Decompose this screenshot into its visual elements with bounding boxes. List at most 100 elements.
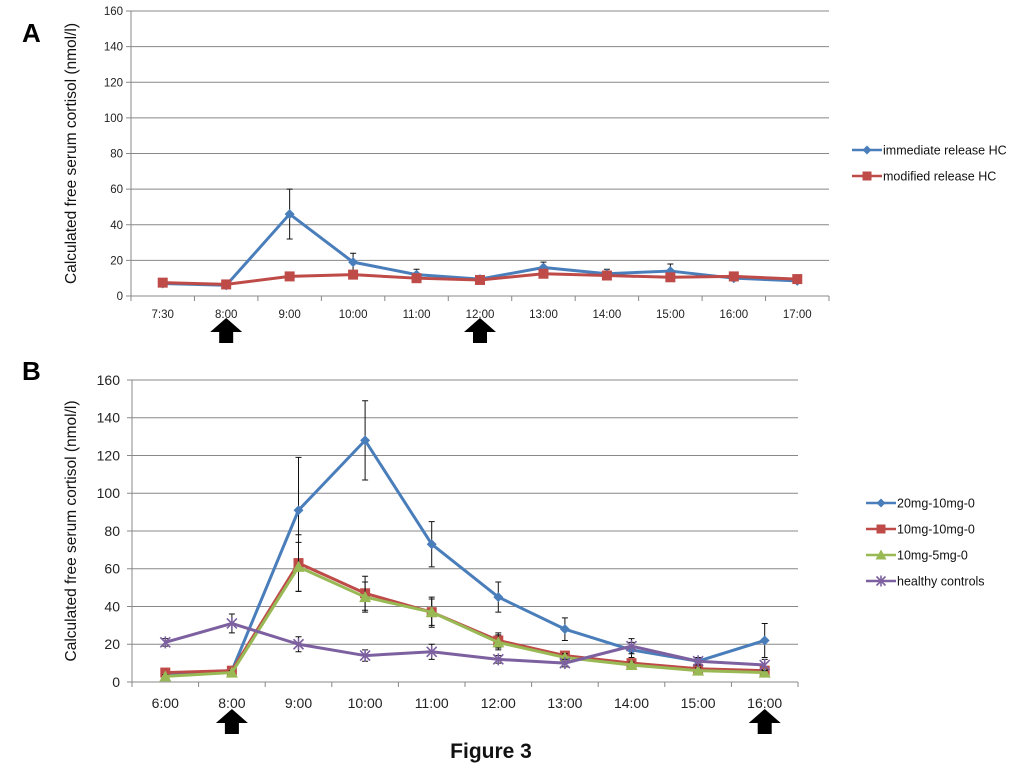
- y-axis-label: Calculated free serum cortisol (nmol/l): [63, 23, 80, 284]
- data-point: [625, 640, 638, 653]
- data-point: [426, 645, 438, 658]
- data-point: [759, 635, 770, 646]
- data-point: [425, 606, 438, 618]
- y-tick-label: 0: [112, 674, 120, 690]
- y-tick-label: 20: [104, 636, 120, 652]
- y-tick-label: 80: [104, 523, 120, 539]
- y-tick-label: 140: [97, 410, 121, 426]
- data-point: [492, 653, 504, 666]
- data-point: [226, 617, 238, 630]
- data-point: [475, 274, 485, 285]
- y-tick-label: 120: [97, 447, 121, 463]
- x-tick-label: 8:00: [215, 309, 237, 321]
- y-tick-label: 0: [117, 291, 123, 303]
- x-tick-label: 13:00: [529, 309, 558, 321]
- dose-arrow-icon: [464, 318, 496, 343]
- panel-letter-b: B: [22, 356, 41, 386]
- data-point: [538, 268, 549, 279]
- series-line: [165, 438, 766, 676]
- y-tick-label: 100: [104, 113, 123, 125]
- series-line: [165, 565, 765, 678]
- data-point: [411, 273, 422, 284]
- data-point: [284, 271, 295, 282]
- data-point: [159, 636, 171, 649]
- legend-label: 10mg-10mg-0: [897, 523, 975, 537]
- data-point: [348, 269, 359, 280]
- data-point: [493, 592, 504, 603]
- data-point: [360, 435, 371, 446]
- y-axis-label: Calculated free serum cortisol (nmol/l): [63, 400, 80, 661]
- data-point: [559, 657, 571, 670]
- series-line: [164, 621, 765, 667]
- data-point: [559, 624, 570, 635]
- legend-label: immediate release HC: [883, 144, 1007, 158]
- x-tick-label: 15:00: [656, 309, 685, 321]
- legend-marker: [862, 145, 872, 155]
- legend-item: healthy controls: [866, 575, 985, 589]
- y-tick-label: 140: [104, 42, 123, 54]
- x-tick-label: 10:00: [339, 309, 368, 321]
- data-point: [665, 272, 676, 283]
- data-point: [348, 257, 359, 268]
- legend-label: 10mg-5mg-0: [897, 549, 968, 563]
- data-point: [292, 560, 305, 572]
- y-tick-label: 60: [104, 561, 120, 577]
- x-tick-label: 10:00: [348, 695, 383, 711]
- data-point: [792, 274, 803, 285]
- x-tick-label: 9:00: [278, 309, 300, 321]
- series-healthy-controls: [159, 613, 771, 672]
- data-point: [225, 666, 238, 678]
- y-tick-label: 40: [104, 598, 120, 614]
- data-point: [157, 277, 168, 288]
- legend-item: modified release HC: [852, 170, 996, 184]
- legend-item: immediate release HC: [852, 144, 1007, 158]
- legend-label: healthy controls: [897, 575, 985, 589]
- x-tick-label: 14:00: [614, 695, 649, 711]
- data-point: [759, 659, 771, 672]
- figure-caption: Figure 3: [450, 740, 532, 763]
- y-tick-label: 120: [104, 77, 123, 89]
- data-point: [601, 270, 612, 281]
- x-tick-label: 11:00: [415, 695, 449, 711]
- y-tick-label: 40: [110, 220, 123, 232]
- x-tick-label: 16:00: [747, 695, 782, 711]
- legend-marker: [862, 171, 872, 181]
- data-point: [159, 670, 172, 682]
- y-tick-label: 20: [110, 255, 123, 267]
- legend-marker: [875, 575, 887, 587]
- x-tick-label: 14:00: [593, 309, 622, 321]
- x-tick-label: 6:00: [152, 695, 179, 711]
- y-tick-label: 160: [97, 372, 121, 388]
- y-tick-label: 160: [104, 6, 123, 18]
- y-tick-label: 100: [97, 485, 121, 501]
- data-point: [692, 664, 705, 676]
- data-point: [758, 666, 771, 678]
- data-point: [284, 209, 295, 220]
- data-point: [728, 271, 739, 282]
- dose-arrow-icon: [210, 318, 243, 343]
- x-tick-label: 9:00: [285, 695, 312, 711]
- x-tick-label: 8:00: [218, 695, 245, 711]
- x-tick-label: 11:00: [403, 309, 431, 321]
- data-point: [692, 655, 704, 668]
- data-point: [426, 539, 437, 550]
- x-tick-label: 15:00: [681, 695, 716, 711]
- data-point: [293, 505, 304, 516]
- x-tick-label: 12:00: [481, 695, 516, 711]
- x-tick-label: 7:30: [152, 309, 174, 321]
- y-tick-label: 60: [110, 184, 123, 196]
- dose-arrow-icon: [748, 709, 781, 734]
- legend-item: 10mg-10mg-0: [866, 523, 975, 537]
- series-modified-release-hc: [157, 268, 803, 290]
- x-tick-label: 13:00: [547, 695, 582, 711]
- legend-label: 20mg-10mg-0: [897, 497, 975, 511]
- legend-item: 10mg-5mg-0: [866, 549, 968, 563]
- legend-marker: [876, 524, 886, 534]
- series-10mg-5mg-0: [159, 541, 771, 682]
- legend-marker: [875, 549, 887, 560]
- x-tick-label: 17:00: [783, 309, 812, 321]
- legend-item: 20mg-10mg-0: [866, 497, 975, 511]
- x-tick-label: 16:00: [719, 309, 748, 321]
- chart-a: 0 20 40 60 80 100 120 140 160 7:30 8:00 9:00 10:00 11…: [63, 6, 1007, 343]
